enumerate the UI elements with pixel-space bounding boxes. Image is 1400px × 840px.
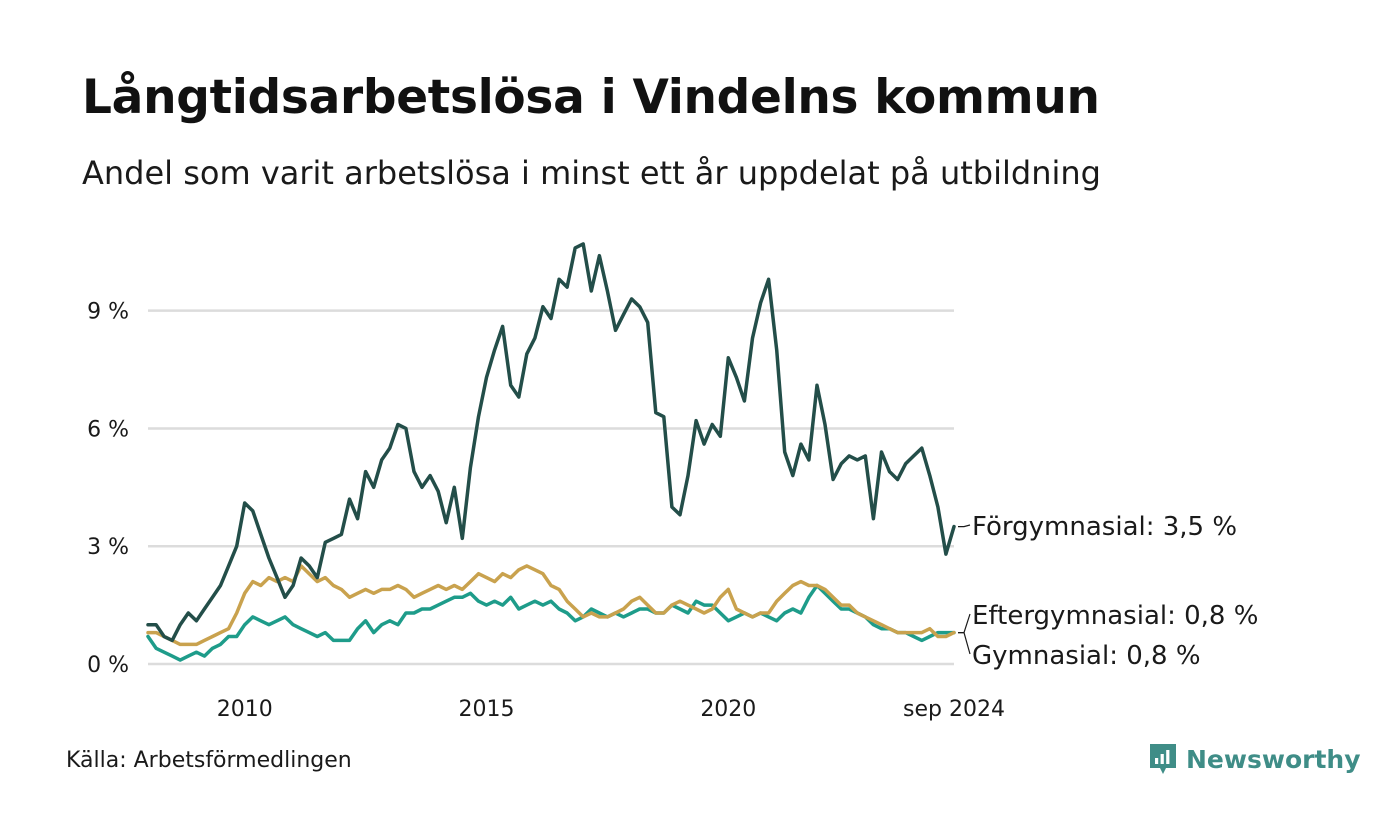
series-line-eftergymnasial: [146, 564, 956, 647]
x-tick-label: 2010: [217, 697, 273, 722]
x-tick-label: 2015: [459, 697, 515, 722]
x-tick-label: 2020: [700, 697, 756, 722]
chart-subtitle: Andel som varit arbetslösa i minst ett å…: [82, 154, 1101, 192]
chart-title: Långtidsarbetslösa i Vindelns kommun: [82, 70, 1100, 125]
series-lines: [146, 242, 956, 662]
label-eftergymnasial: Eftergymnasial: 0,8 %: [972, 601, 1258, 631]
y-axis-ticks: 0 % 3 % 6 % 9 %: [87, 300, 129, 678]
y-tick-label: 6 %: [87, 417, 129, 442]
y-tick-label: 3 %: [87, 535, 129, 560]
y-tick-label: 0 %: [87, 653, 129, 678]
brand-logo: Newsworthy: [1148, 742, 1361, 776]
series-labels: Förgymnasial: 3,5 % Eftergymnasial: 0,8 %…: [958, 512, 1258, 671]
brand-name: Newsworthy: [1186, 744, 1361, 774]
x-tick-label: sep 2024: [903, 697, 1005, 722]
series-line-förgymnasial: [146, 242, 956, 643]
label-connector: [958, 524, 971, 528]
newsworthy-logo-icon: [1150, 744, 1176, 774]
y-tick-label: 9 %: [87, 300, 129, 325]
source-note: Källa: Arbetsförmedlingen: [66, 748, 352, 773]
line-chart: 0 % 3 % 6 % 9 % 2010 2015 2020 sep 2024 Förgym…: [87, 242, 1258, 722]
x-axis-ticks: 2010 2015 2020 sep 2024: [217, 697, 1005, 722]
label-connector: [958, 613, 971, 634]
label-gymnasial: Gymnasial: 0,8 %: [972, 641, 1201, 671]
label-forgymnasial: Förgymnasial: 3,5 %: [972, 512, 1237, 542]
label-connector: [958, 631, 971, 655]
grid-lines: [148, 309, 954, 666]
